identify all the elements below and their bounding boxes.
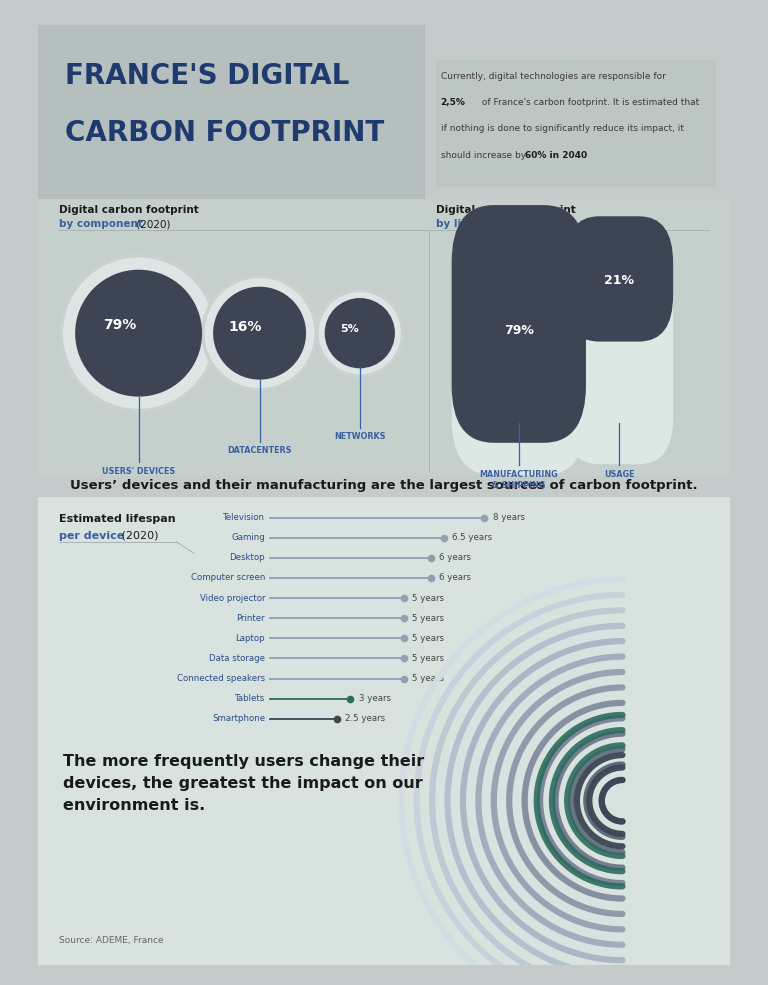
- Text: Video projector: Video projector: [200, 594, 265, 603]
- FancyBboxPatch shape: [38, 199, 730, 476]
- FancyBboxPatch shape: [38, 25, 425, 199]
- Text: Digital carbon footprint: Digital carbon footprint: [59, 205, 199, 216]
- Ellipse shape: [203, 277, 316, 390]
- Text: 79%: 79%: [103, 318, 136, 332]
- Text: (2020): (2020): [528, 220, 565, 230]
- Text: USAGE: USAGE: [604, 470, 634, 479]
- Text: 5 years: 5 years: [412, 633, 444, 643]
- Text: Laptop: Laptop: [236, 633, 265, 643]
- Ellipse shape: [325, 298, 395, 368]
- Text: 5 years: 5 years: [412, 674, 444, 683]
- Text: .: .: [584, 151, 587, 160]
- Text: MANUFACTURING
& SHIPPING: MANUFACTURING & SHIPPING: [479, 470, 558, 491]
- Text: Gaming: Gaming: [231, 533, 265, 542]
- Text: should increase by: should increase by: [441, 151, 528, 160]
- FancyBboxPatch shape: [38, 496, 730, 965]
- Text: FRANCE'S DIGITAL: FRANCE'S DIGITAL: [65, 62, 349, 91]
- FancyBboxPatch shape: [565, 217, 673, 342]
- Text: Printer: Printer: [237, 614, 265, 623]
- Ellipse shape: [317, 291, 402, 376]
- Text: Television: Television: [223, 513, 265, 522]
- Text: Connected speakers: Connected speakers: [177, 674, 265, 683]
- Text: 2.5 years: 2.5 years: [345, 714, 386, 723]
- Text: by component: by component: [59, 220, 143, 230]
- Text: 6 years: 6 years: [439, 554, 471, 562]
- Text: of France's carbon footprint. It is estimated that: of France's carbon footprint. It is esti…: [478, 98, 699, 107]
- Text: Currently, digital technologies are responsible for: Currently, digital technologies are resp…: [441, 72, 666, 81]
- Ellipse shape: [213, 287, 306, 379]
- Text: 6 years: 6 years: [439, 573, 471, 582]
- Text: CARBON FOOTPRINT: CARBON FOOTPRINT: [65, 119, 384, 147]
- Text: Source: ADEME, France: Source: ADEME, France: [59, 936, 164, 945]
- Text: 6.5 years: 6.5 years: [452, 533, 492, 542]
- Text: The more frequently users change their
devices, the greatest the impact on our
e: The more frequently users change their d…: [63, 754, 424, 813]
- Text: Users’ devices and their manufacturing are the largest sources of carbon footpri: Users’ devices and their manufacturing a…: [70, 479, 698, 492]
- Text: USERS' DEVICES: USERS' DEVICES: [102, 467, 175, 476]
- Text: (2020): (2020): [118, 531, 158, 541]
- Text: Estimated lifespan: Estimated lifespan: [59, 514, 176, 524]
- Text: Data storage: Data storage: [209, 654, 265, 663]
- Text: by life cycle phase: by life cycle phase: [436, 220, 545, 230]
- Text: 5%: 5%: [339, 324, 359, 334]
- FancyBboxPatch shape: [452, 205, 586, 443]
- Text: 5 years: 5 years: [412, 614, 444, 623]
- Text: 60% in 2040: 60% in 2040: [525, 151, 587, 160]
- Text: Computer screen: Computer screen: [190, 573, 265, 582]
- Text: (2020): (2020): [133, 220, 170, 230]
- FancyBboxPatch shape: [565, 217, 673, 464]
- Text: 21%: 21%: [604, 274, 634, 287]
- Text: NETWORKS: NETWORKS: [334, 432, 386, 441]
- Text: per device: per device: [59, 531, 124, 541]
- Text: 2,5%: 2,5%: [441, 98, 465, 107]
- FancyBboxPatch shape: [452, 205, 586, 476]
- Text: 16%: 16%: [229, 320, 262, 335]
- Text: if nothing is done to significantly reduce its impact, it: if nothing is done to significantly redu…: [441, 124, 684, 133]
- Ellipse shape: [61, 256, 216, 411]
- Text: 79%: 79%: [504, 323, 534, 337]
- Text: 8 years: 8 years: [492, 513, 525, 522]
- Text: 5 years: 5 years: [412, 594, 444, 603]
- Text: 5 years: 5 years: [412, 654, 444, 663]
- FancyBboxPatch shape: [436, 60, 716, 187]
- Text: 3 years: 3 years: [359, 694, 391, 703]
- Text: Desktop: Desktop: [230, 554, 265, 562]
- Ellipse shape: [75, 270, 202, 397]
- Text: Tablets: Tablets: [235, 694, 265, 703]
- Text: DATACENTERS: DATACENTERS: [227, 446, 292, 455]
- Text: Digital carbon footprint: Digital carbon footprint: [436, 205, 575, 216]
- Text: Smartphone: Smartphone: [212, 714, 265, 723]
